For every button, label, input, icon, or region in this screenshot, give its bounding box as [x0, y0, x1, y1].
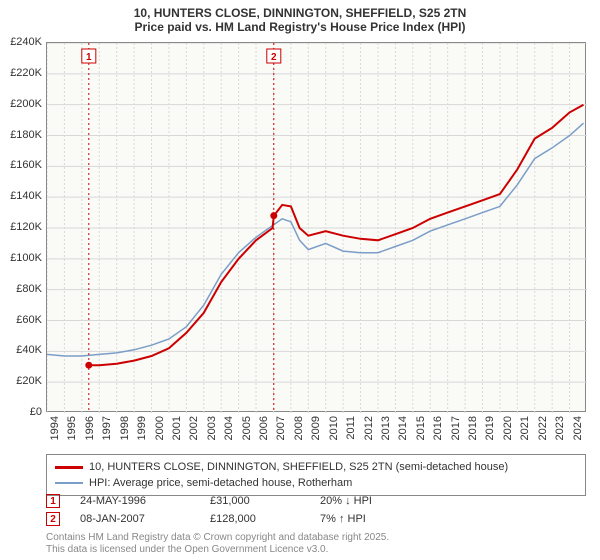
sale-delta-2: 7% ↑ HPI [320, 513, 366, 525]
y-tick-label: £20K [16, 375, 42, 387]
x-tick-label: 2017 [450, 416, 462, 440]
x-tick-label: 1994 [49, 416, 61, 440]
sale-price-2: £128,000 [210, 513, 300, 525]
x-tick-label: 2003 [206, 416, 218, 440]
sale-marker-1: 1 [46, 494, 60, 508]
attribution: Contains HM Land Registry data © Crown c… [46, 532, 586, 556]
y-axis-labels: £0£20K£40K£60K£80K£100K£120K£140K£160K£1… [0, 42, 44, 412]
chart-title: 10, HUNTERS CLOSE, DINNINGTON, SHEFFIELD… [0, 0, 600, 34]
title-line-2: Price paid vs. HM Land Registry's House … [0, 20, 600, 34]
x-tick-label: 2005 [241, 416, 253, 440]
legend-item-property: 10, HUNTERS CLOSE, DINNINGTON, SHEFFIELD… [55, 459, 577, 475]
y-tick-label: £240K [10, 36, 42, 48]
x-tick-label: 1998 [119, 416, 131, 440]
sale-price-1: £31,000 [210, 495, 300, 507]
x-tick-label: 2002 [188, 416, 200, 440]
y-tick-label: £160K [10, 159, 42, 171]
x-tick-label: 2023 [554, 416, 566, 440]
x-tick-label: 2009 [310, 416, 322, 440]
sales-table: 1 24-MAY-1996 £31,000 20% ↓ HPI 2 08-JAN… [46, 492, 586, 528]
x-tick-label: 2006 [258, 416, 270, 440]
legend-item-hpi: HPI: Average price, semi-detached house,… [55, 475, 577, 491]
sale-row-1: 1 24-MAY-1996 £31,000 20% ↓ HPI [46, 492, 586, 510]
x-tick-label: 2012 [363, 416, 375, 440]
x-tick-label: 2018 [467, 416, 479, 440]
y-tick-label: £140K [10, 190, 42, 202]
attribution-line-1: Contains HM Land Registry data © Crown c… [46, 532, 586, 544]
sale-row-2: 2 08-JAN-2007 £128,000 7% ↑ HPI [46, 510, 586, 528]
legend-label-hpi: HPI: Average price, semi-detached house,… [89, 477, 352, 489]
y-tick-label: £100K [10, 252, 42, 264]
legend-label-property: 10, HUNTERS CLOSE, DINNINGTON, SHEFFIELD… [89, 461, 508, 473]
y-tick-label: £80K [16, 283, 42, 295]
attribution-line-2: This data is licensed under the Open Gov… [46, 544, 586, 556]
chart-container: 10, HUNTERS CLOSE, DINNINGTON, SHEFFIELD… [0, 0, 600, 560]
svg-text:1: 1 [86, 52, 92, 63]
x-tick-label: 2001 [171, 416, 183, 440]
legend-swatch-hpi [55, 482, 83, 484]
title-line-1: 10, HUNTERS CLOSE, DINNINGTON, SHEFFIELD… [0, 6, 600, 20]
chart-svg: 12 [47, 43, 587, 413]
y-tick-label: £120K [10, 221, 42, 233]
x-tick-label: 2024 [572, 416, 584, 440]
x-tick-label: 2008 [293, 416, 305, 440]
x-tick-label: 2013 [380, 416, 392, 440]
x-tick-label: 2016 [432, 416, 444, 440]
x-tick-label: 1995 [66, 416, 78, 440]
sale-date-1: 24-MAY-1996 [80, 495, 190, 507]
x-tick-label: 1997 [101, 416, 113, 440]
x-tick-label: 2011 [345, 416, 357, 440]
x-axis-labels: 1994 1995 1996 1997 1998 1999 2000 2001 2002 2003… [46, 414, 586, 454]
sale-delta-1: 20% ↓ HPI [320, 495, 372, 507]
svg-text:2: 2 [271, 52, 277, 63]
y-tick-label: £60K [16, 314, 42, 326]
plot-area: 12 [46, 42, 586, 412]
x-tick-label: 1999 [136, 416, 148, 440]
x-tick-label: 2000 [154, 416, 166, 440]
legend-swatch-property [55, 466, 83, 469]
legend: 10, HUNTERS CLOSE, DINNINGTON, SHEFFIELD… [46, 454, 586, 496]
x-tick-label: 2019 [484, 416, 496, 440]
x-tick-label: 2014 [397, 416, 409, 440]
x-tick-label: 2015 [415, 416, 427, 440]
x-tick-label: 2004 [223, 416, 235, 440]
y-tick-label: £220K [10, 67, 42, 79]
x-tick-label: 2020 [502, 416, 514, 440]
x-tick-label: 2007 [275, 416, 287, 440]
x-tick-label: 2022 [537, 416, 549, 440]
sale-date-2: 08-JAN-2007 [80, 513, 190, 525]
sale-marker-2: 2 [46, 512, 60, 526]
y-tick-label: £40K [16, 344, 42, 356]
y-tick-label: £0 [30, 406, 42, 418]
x-tick-label: 1996 [84, 416, 96, 440]
x-tick-label: 2010 [328, 416, 340, 440]
x-tick-label: 2021 [519, 416, 531, 440]
y-tick-label: £180K [10, 129, 42, 141]
y-tick-label: £200K [10, 98, 42, 110]
